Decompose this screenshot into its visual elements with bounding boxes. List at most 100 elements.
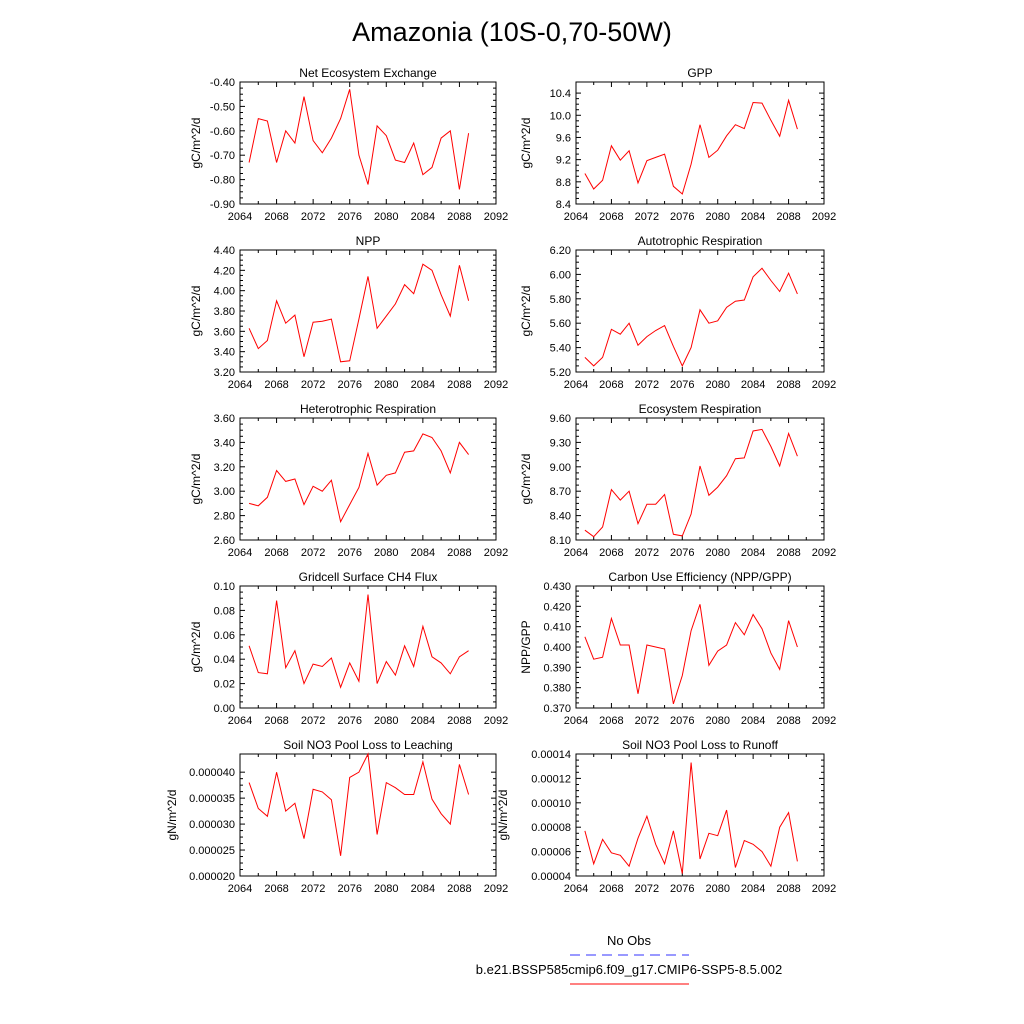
x-tick-label: 2080 (705, 379, 729, 391)
x-tick-label: 2080 (374, 547, 398, 559)
x-tick-label: 2072 (635, 211, 659, 223)
legend-label-no-obs: No Obs (607, 933, 652, 948)
x-tick-label: 2084 (741, 715, 765, 727)
x-tick-label: 2080 (374, 883, 398, 895)
plot-frame (239, 585, 497, 709)
x-tick-label: 2064 (228, 211, 252, 223)
x-tick-label: 2092 (484, 715, 508, 727)
x-tick-label: 2088 (776, 547, 800, 559)
y-axis-label: gN/m^2/d (165, 790, 179, 841)
x-tick-label: 2064 (564, 715, 588, 727)
y-tick-label: 10.4 (550, 88, 571, 100)
x-tick-label: 2064 (564, 211, 588, 223)
x-tick-label: 2064 (228, 715, 252, 727)
y-tick-label: 0.380 (543, 683, 571, 695)
y-tick-label: 3.60 (214, 326, 235, 338)
panels: Net Ecosystem Exchange 2064 2068 2072 2076 20… (165, 66, 836, 895)
y-tick-label: 3.40 (214, 437, 235, 449)
chart-title: Net Ecosystem Exchange (299, 66, 437, 80)
x-tick-label: 2072 (301, 211, 325, 223)
y-axis-label: gC/m^2/d (519, 286, 533, 337)
y-axis-label: gC/m^2/d (189, 286, 203, 337)
series-line (584, 762, 798, 874)
series-line (248, 89, 470, 190)
y-tick-label: 0.430 (543, 581, 571, 593)
y-tick-label: 9.6 (556, 132, 571, 144)
x-tick-label: 2092 (812, 883, 836, 895)
y-tick-label: 0.410 (543, 622, 571, 634)
chart-title: Autotrophic Respiration (638, 234, 763, 248)
chart-panel-0: Net Ecosystem Exchange 2064 2068 2072 2076 20… (189, 66, 508, 223)
x-tick-label: 2088 (776, 883, 800, 895)
plot-frame (575, 81, 825, 205)
y-tick-label: -0.40 (210, 77, 235, 89)
chart-panel-8: Soil NO3 Pool Loss to Leaching 2064 2068 20… (165, 738, 508, 895)
chart-panel-5: Ecosystem Respiration 2064 2068 2072 2076 208… (519, 402, 836, 559)
y-tick-label: 0.00010 (531, 798, 571, 810)
chart-panel-3: Autotrophic Respiration 2064 2068 2072 2076 2… (519, 234, 836, 391)
series-line (584, 428, 798, 538)
y-axis-label: gC/m^2/d (519, 454, 533, 505)
x-tick-label: 2068 (264, 379, 288, 391)
x-tick-label: 2088 (447, 211, 471, 223)
x-tick-label: 2072 (301, 883, 325, 895)
legend: No Obs b.e21.BSSP585cmip6.f09_g17.CMIP6-… (476, 933, 782, 985)
x-tick-label: 2072 (301, 547, 325, 559)
x-tick-label: 2084 (741, 211, 765, 223)
main-title: Amazonia (10S-0,70-50W) (352, 17, 672, 47)
x-tick-label: 2064 (228, 883, 252, 895)
y-tick-label: 0.00008 (531, 822, 571, 834)
x-tick-label: 2088 (447, 883, 471, 895)
series-line (248, 263, 470, 363)
x-tick-label: 2084 (741, 883, 765, 895)
y-tick-label: 8.70 (550, 486, 571, 498)
y-tick-label: 4.20 (214, 265, 235, 277)
y-tick-label: 0.000035 (189, 793, 235, 805)
x-tick-label: 2088 (447, 547, 471, 559)
y-tick-label: 5.40 (550, 343, 571, 355)
series-line (584, 98, 798, 195)
y-tick-label: 0.000040 (189, 767, 235, 779)
y-tick-label: 3.80 (214, 306, 235, 318)
chart-panel-2: NPP 2064 2068 2072 2076 2080 2084 2088 2092 3.20 3… (189, 234, 508, 391)
x-tick-label: 2068 (264, 547, 288, 559)
plot-frame (239, 753, 497, 877)
y-tick-label: 3.20 (214, 367, 235, 379)
x-tick-label: 2064 (564, 883, 588, 895)
chart-panel-6: Gridcell Surface CH4 Flux 2064 2068 2072 207… (189, 570, 508, 727)
y-tick-label: 2.60 (214, 535, 235, 547)
x-tick-label: 2084 (411, 883, 435, 895)
y-tick-label: 0.420 (543, 601, 571, 613)
x-tick-label: 2072 (635, 883, 659, 895)
chart-panel-1: GPP 2064 2068 2072 2076 2080 2084 2088 2092 8.4 8.… (519, 66, 836, 223)
y-tick-label: 0.00004 (531, 871, 571, 883)
x-tick-label: 2064 (564, 379, 588, 391)
x-tick-label: 2092 (812, 547, 836, 559)
y-tick-label: 9.30 (550, 437, 571, 449)
series-line (248, 752, 470, 856)
y-tick-label: 0.08 (214, 605, 235, 617)
y-tick-label: 2.80 (214, 511, 235, 523)
y-tick-label: 3.20 (214, 462, 235, 474)
x-tick-label: 2084 (741, 379, 765, 391)
x-tick-label: 2068 (264, 715, 288, 727)
x-tick-label: 2068 (264, 883, 288, 895)
x-tick-label: 2076 (670, 715, 694, 727)
x-tick-label: 2092 (484, 883, 508, 895)
y-axis-label: gC/m^2/d (519, 118, 533, 169)
y-tick-label: 0.00012 (531, 773, 571, 785)
y-tick-label: 0.370 (543, 703, 571, 715)
y-tick-label: 9.60 (550, 413, 571, 425)
x-tick-label: 2068 (599, 379, 623, 391)
y-tick-label: 0.000025 (189, 845, 235, 857)
x-tick-label: 2076 (670, 211, 694, 223)
x-tick-label: 2064 (228, 547, 252, 559)
y-tick-label: 9.00 (550, 462, 571, 474)
chart-panel-4: Heterotrophic Respiration 2064 2068 2072 207… (189, 402, 508, 559)
y-axis-label: gN/m^2/d (496, 790, 510, 841)
x-tick-label: 2084 (411, 547, 435, 559)
y-tick-label: 8.8 (556, 177, 571, 189)
x-tick-label: 2076 (337, 379, 361, 391)
y-tick-label: 0.00006 (531, 847, 571, 859)
x-tick-label: 2080 (374, 211, 398, 223)
